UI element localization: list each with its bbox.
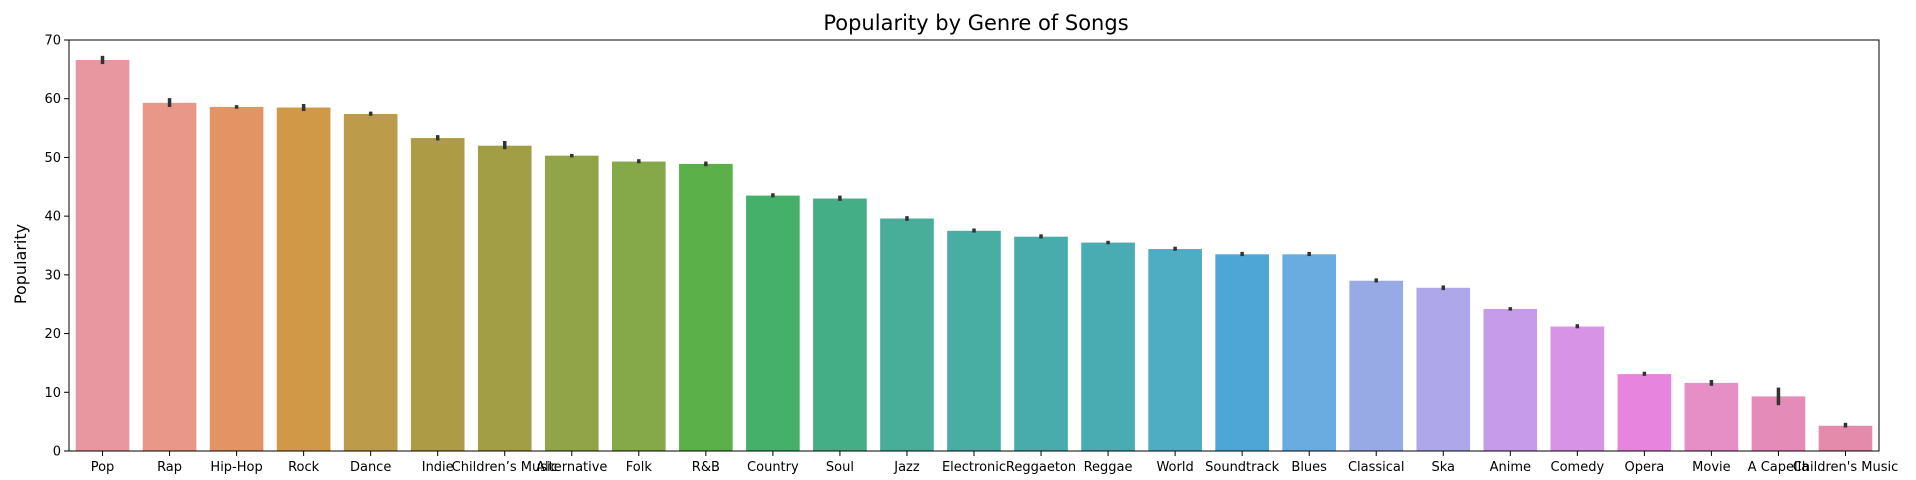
x-tick-label: Alternative [536, 460, 607, 475]
x-tick-label: Hip-Hop [210, 460, 262, 475]
x-tick-label: R&B [692, 460, 720, 475]
bar [1148, 249, 1202, 451]
x-tick-label: A Capella [1748, 460, 1810, 475]
x-tick-label: Pop [91, 460, 115, 475]
x-tick-label: Jazz [893, 460, 920, 475]
bar [1483, 308, 1538, 451]
error-bars-group [100, 55, 1848, 428]
x-tick-label: Blues [1291, 460, 1327, 475]
y-tick-label: 20 [44, 327, 61, 342]
bar [1818, 425, 1873, 451]
bar [1081, 242, 1135, 451]
bar [947, 230, 1001, 451]
x-tick-label: Dance [350, 460, 391, 475]
bar [1617, 374, 1672, 451]
y-axis: 0 10 20 30 40 50 60 70 [44, 34, 69, 460]
y-axis-label: Popularity [11, 224, 30, 304]
bar [1416, 287, 1471, 451]
bar [1684, 382, 1739, 451]
y-tick-label: 40 [44, 210, 61, 225]
x-tick-label: Anime [1490, 460, 1531, 475]
bar [477, 145, 532, 451]
y-tick-label: 70 [44, 34, 61, 49]
bar [746, 195, 800, 451]
bar [813, 198, 867, 451]
bar [1282, 254, 1336, 451]
y-tick-label: 0 [53, 445, 61, 460]
y-tick-label: 10 [44, 386, 61, 401]
x-tick-label: Reggae [1084, 460, 1133, 475]
x-tick-label: Classical [1348, 460, 1405, 475]
x-tick-label: Folk [626, 460, 653, 475]
bar [679, 163, 733, 451]
bar [880, 218, 934, 451]
bar [75, 59, 130, 451]
x-tick-label: Indie [422, 460, 454, 475]
x-tick-label: Rap [157, 460, 182, 475]
x-tick-label: Electronic [942, 460, 1006, 475]
y-tick-label: 30 [44, 268, 61, 283]
x-tick-label: Children’s Music [452, 460, 558, 475]
y-tick-label: 60 [44, 92, 61, 107]
bar [1349, 280, 1404, 451]
bar [209, 106, 264, 451]
x-tick-label: Rock [288, 460, 320, 475]
x-tick-label: Soul [826, 460, 854, 475]
y-tick-label: 50 [44, 151, 61, 166]
x-tick-label: Movie [1692, 460, 1730, 475]
bar [612, 161, 666, 451]
bar [142, 102, 197, 452]
bar [544, 155, 599, 451]
bar [1215, 254, 1269, 451]
bar [1751, 396, 1806, 451]
bars-group [75, 59, 1873, 452]
bar [343, 113, 398, 451]
bar [1014, 236, 1068, 451]
x-tick-label: Reggaeton [1006, 460, 1076, 475]
chart-title: Popularity by Genre of Songs [823, 11, 1128, 35]
bar [1550, 326, 1605, 451]
x-tick-label: Comedy [1551, 460, 1605, 475]
bar [276, 107, 331, 452]
bar [410, 138, 465, 451]
x-tick-label: Children's Music [1793, 460, 1899, 475]
plot-frame [68, 39, 1880, 452]
x-tick-label: Opera [1624, 460, 1664, 475]
x-tick-label: Soundtrack [1205, 460, 1279, 475]
x-tick-label: World [1156, 460, 1193, 475]
x-tick-label: Ska [1431, 460, 1455, 475]
x-tick-label: Country [747, 460, 799, 475]
